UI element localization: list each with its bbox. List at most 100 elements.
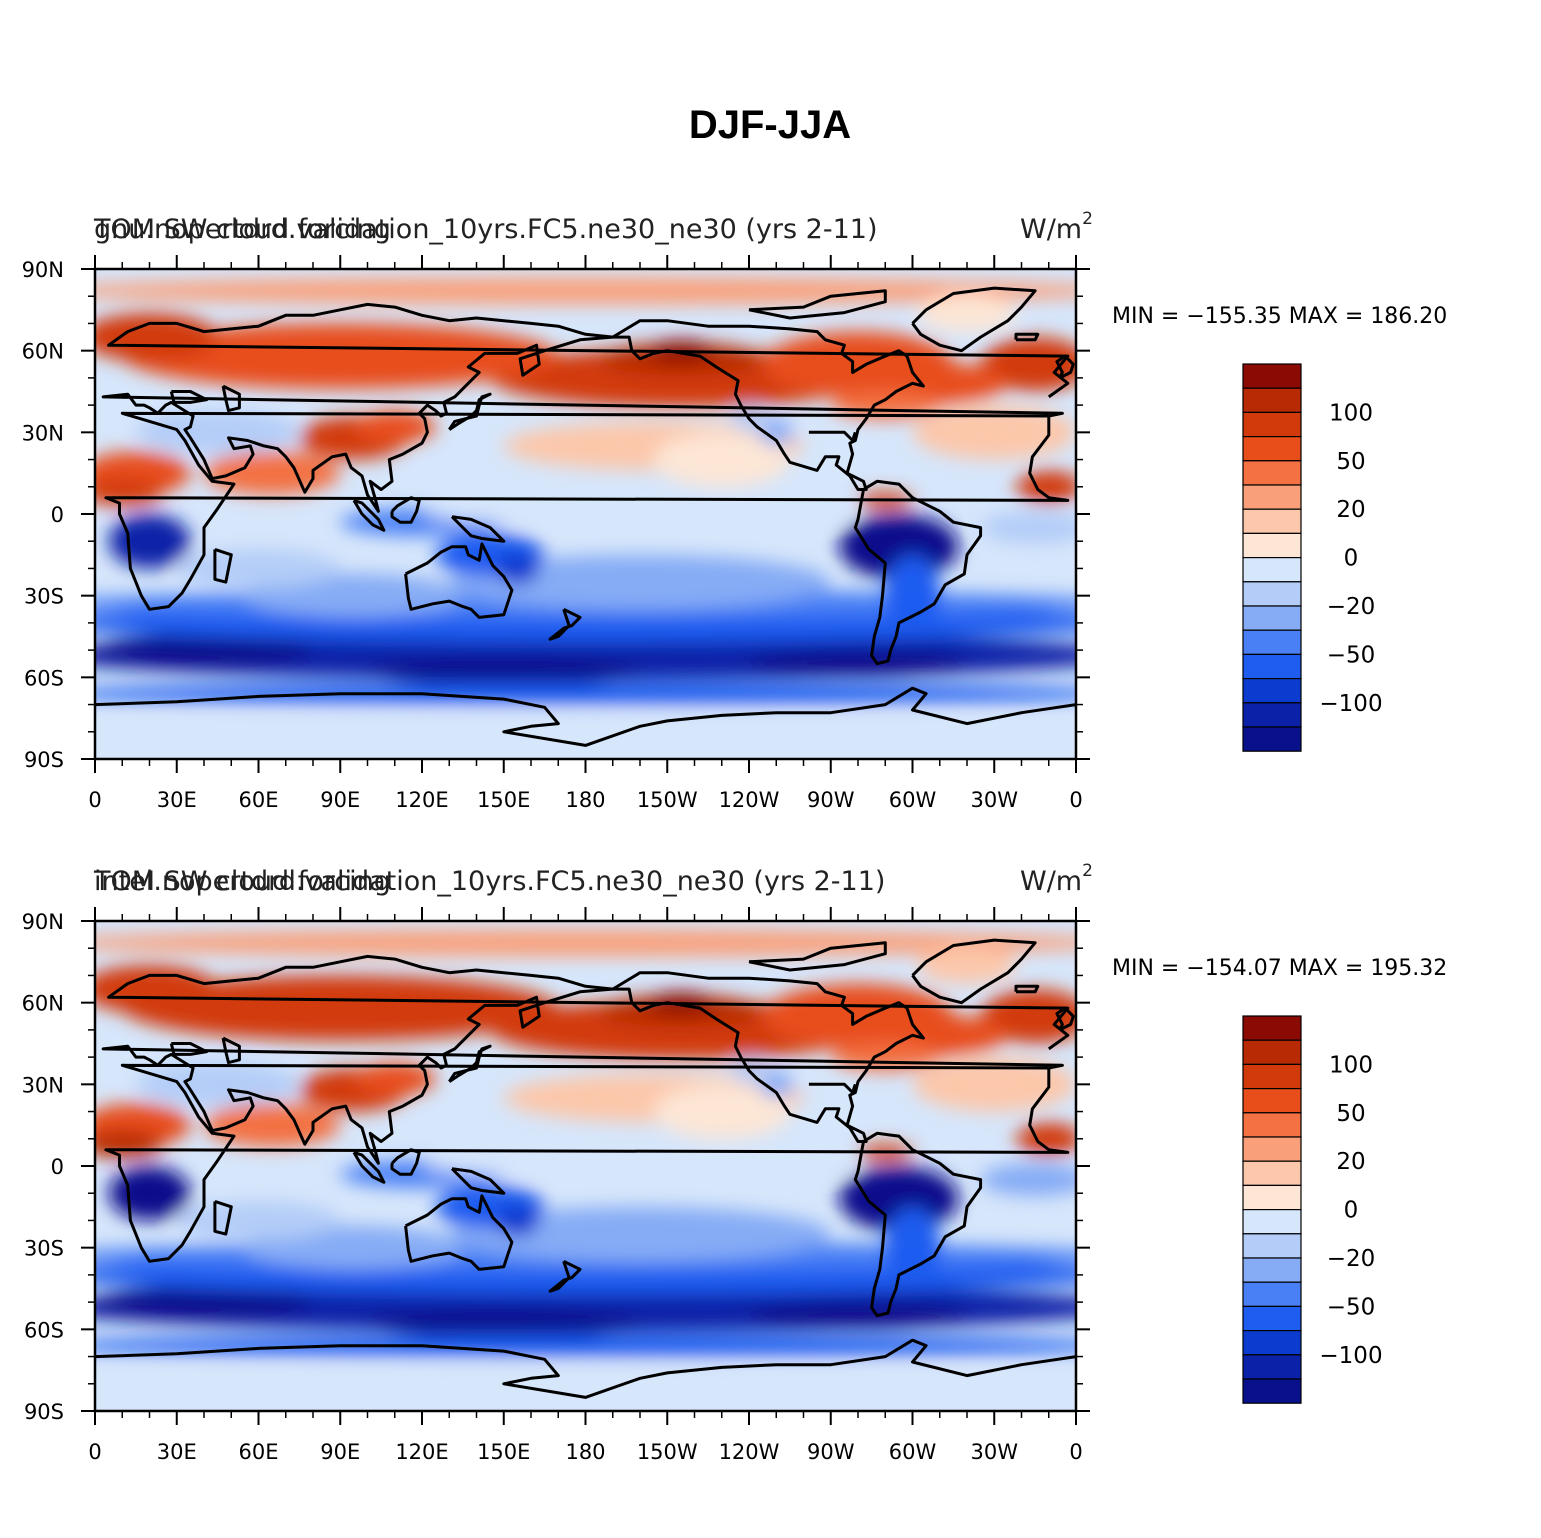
x-tick-label: 120E — [395, 1440, 448, 1464]
x-tick-label: 60E — [239, 1440, 279, 1464]
colorbar-swatch — [1242, 363, 1302, 389]
min-label: MIN — [1112, 956, 1154, 981]
y-tick-label: 60N — [22, 340, 64, 364]
field-cell — [495, 1204, 540, 1237]
coastline — [107, 954, 1070, 1051]
coastline — [104, 411, 1070, 611]
x-tick-label: 120W — [719, 788, 780, 812]
colorbar-swatch — [1242, 677, 1302, 704]
field-cell — [980, 1163, 1076, 1196]
field-cell — [95, 1397, 1076, 1411]
colorbar-swatch — [1242, 1112, 1302, 1138]
coastline — [853, 479, 983, 666]
field-cell — [95, 633, 313, 667]
field-cell — [759, 418, 793, 446]
x-tick-label: 90W — [807, 1440, 855, 1464]
colorbar-swatch — [1242, 1136, 1302, 1162]
coastline — [450, 515, 506, 543]
colorbar-swatch — [1242, 532, 1302, 559]
x-axis: 0 30E 60E 90E 120E 150E 180 150W 120W 90W 60W 30W 0 — [88, 907, 1083, 1464]
field-cell — [353, 410, 436, 444]
y-tick-label: 30S — [24, 1237, 64, 1261]
y-axis: 90N 60N 30N 0 30S 60S 90S — [22, 258, 1090, 772]
coastline — [390, 496, 421, 524]
colorbar-label: −50 — [1327, 1294, 1376, 1320]
panel-variable-title: TOM SW cloud forcing — [93, 214, 391, 245]
coastline — [911, 938, 1037, 1005]
coastline — [101, 987, 1064, 1165]
x-tick-label: 30W — [971, 1440, 1019, 1464]
min-value: −155.35 — [1186, 304, 1281, 329]
y-tick-label: 60N — [22, 992, 64, 1016]
field-cell — [353, 1062, 436, 1096]
colorbar-swatch — [1242, 1281, 1302, 1307]
coastline — [1014, 984, 1040, 994]
field-cell — [122, 323, 559, 389]
coastline — [213, 1199, 233, 1236]
field-cell — [95, 478, 164, 506]
field-cell — [495, 552, 540, 585]
field-cell — [95, 1285, 313, 1319]
colorbar-swatch — [1242, 484, 1302, 510]
coastline — [1014, 332, 1040, 342]
field-cell — [95, 964, 218, 1014]
coastline — [808, 1082, 857, 1094]
x-tick-label: 0 — [88, 1440, 101, 1464]
y-tick-label: 90S — [24, 748, 64, 772]
colorbar-swatch — [1242, 411, 1302, 438]
coastline — [213, 547, 233, 584]
field-cell — [749, 650, 967, 678]
x-tick-label: 30E — [157, 1440, 197, 1464]
coastline — [390, 1148, 421, 1176]
colorbar-swatch — [1242, 1160, 1302, 1186]
y-tick-label: 90S — [24, 1400, 64, 1424]
colorbar-swatch — [1242, 653, 1302, 680]
field-cell — [422, 503, 858, 525]
field-cell — [122, 975, 559, 1041]
field-cell — [749, 1302, 967, 1330]
panel-units-superscript: 2 — [1082, 861, 1093, 881]
x-tick-label: 90W — [807, 788, 855, 812]
y-tick-label: 0 — [51, 1155, 64, 1179]
colorbar-swatch — [1242, 1184, 1302, 1211]
panel-units-superscript: 2 — [1082, 209, 1093, 229]
coastline — [612, 319, 925, 491]
colorbar-label: 0 — [1344, 546, 1359, 572]
coastline — [169, 1042, 209, 1056]
y-tick-label: 60S — [24, 1318, 64, 1342]
colorbar-swatch — [1242, 702, 1302, 728]
field-cell — [653, 1084, 790, 1139]
field-cell — [367, 1310, 641, 1338]
field-cell — [95, 312, 218, 362]
colorbar-label: −20 — [1327, 1246, 1376, 1272]
field-cell — [422, 1155, 858, 1177]
colorbar-swatch — [1242, 1039, 1302, 1065]
colorbar-swatch — [1242, 436, 1302, 462]
colorbar-swatch — [1242, 605, 1302, 631]
field-cell — [912, 1057, 1076, 1112]
coastline — [548, 1259, 582, 1293]
x-tick-label: 150E — [477, 788, 530, 812]
map-panel-gnu: TOM SW cloud forcing gnu.nopertdrd.valid… — [22, 209, 1448, 812]
x-axis: 0 30E 60E 90E 120E 150E 180 150W 120W 90W 60W 30W 0 — [88, 255, 1083, 812]
coastline — [404, 542, 514, 619]
colorbar-swatch — [1242, 460, 1302, 486]
coastline — [221, 1036, 241, 1065]
x-tick-label: 60W — [889, 788, 937, 812]
x-tick-label: 90E — [320, 1440, 360, 1464]
panel-units: W/m2 — [1020, 861, 1093, 897]
x-tick-label: 0 — [1069, 788, 1082, 812]
coastline — [95, 686, 1076, 747]
figure-title: DJF-JJA — [689, 103, 851, 147]
x-tick-label: 150E — [477, 1440, 530, 1464]
max-label: MAX — [1289, 304, 1338, 329]
colorbar-swatch — [1242, 1063, 1302, 1090]
colorbar-swatch — [1242, 1208, 1302, 1235]
colorbar-swatch — [1242, 508, 1302, 535]
x-tick-label: 0 — [1069, 1440, 1082, 1464]
field-cell — [885, 1206, 940, 1289]
y-tick-label: 60S — [24, 666, 64, 690]
y-tick-label: 30N — [22, 421, 64, 445]
coastline — [808, 430, 857, 442]
coastline — [101, 335, 1064, 513]
